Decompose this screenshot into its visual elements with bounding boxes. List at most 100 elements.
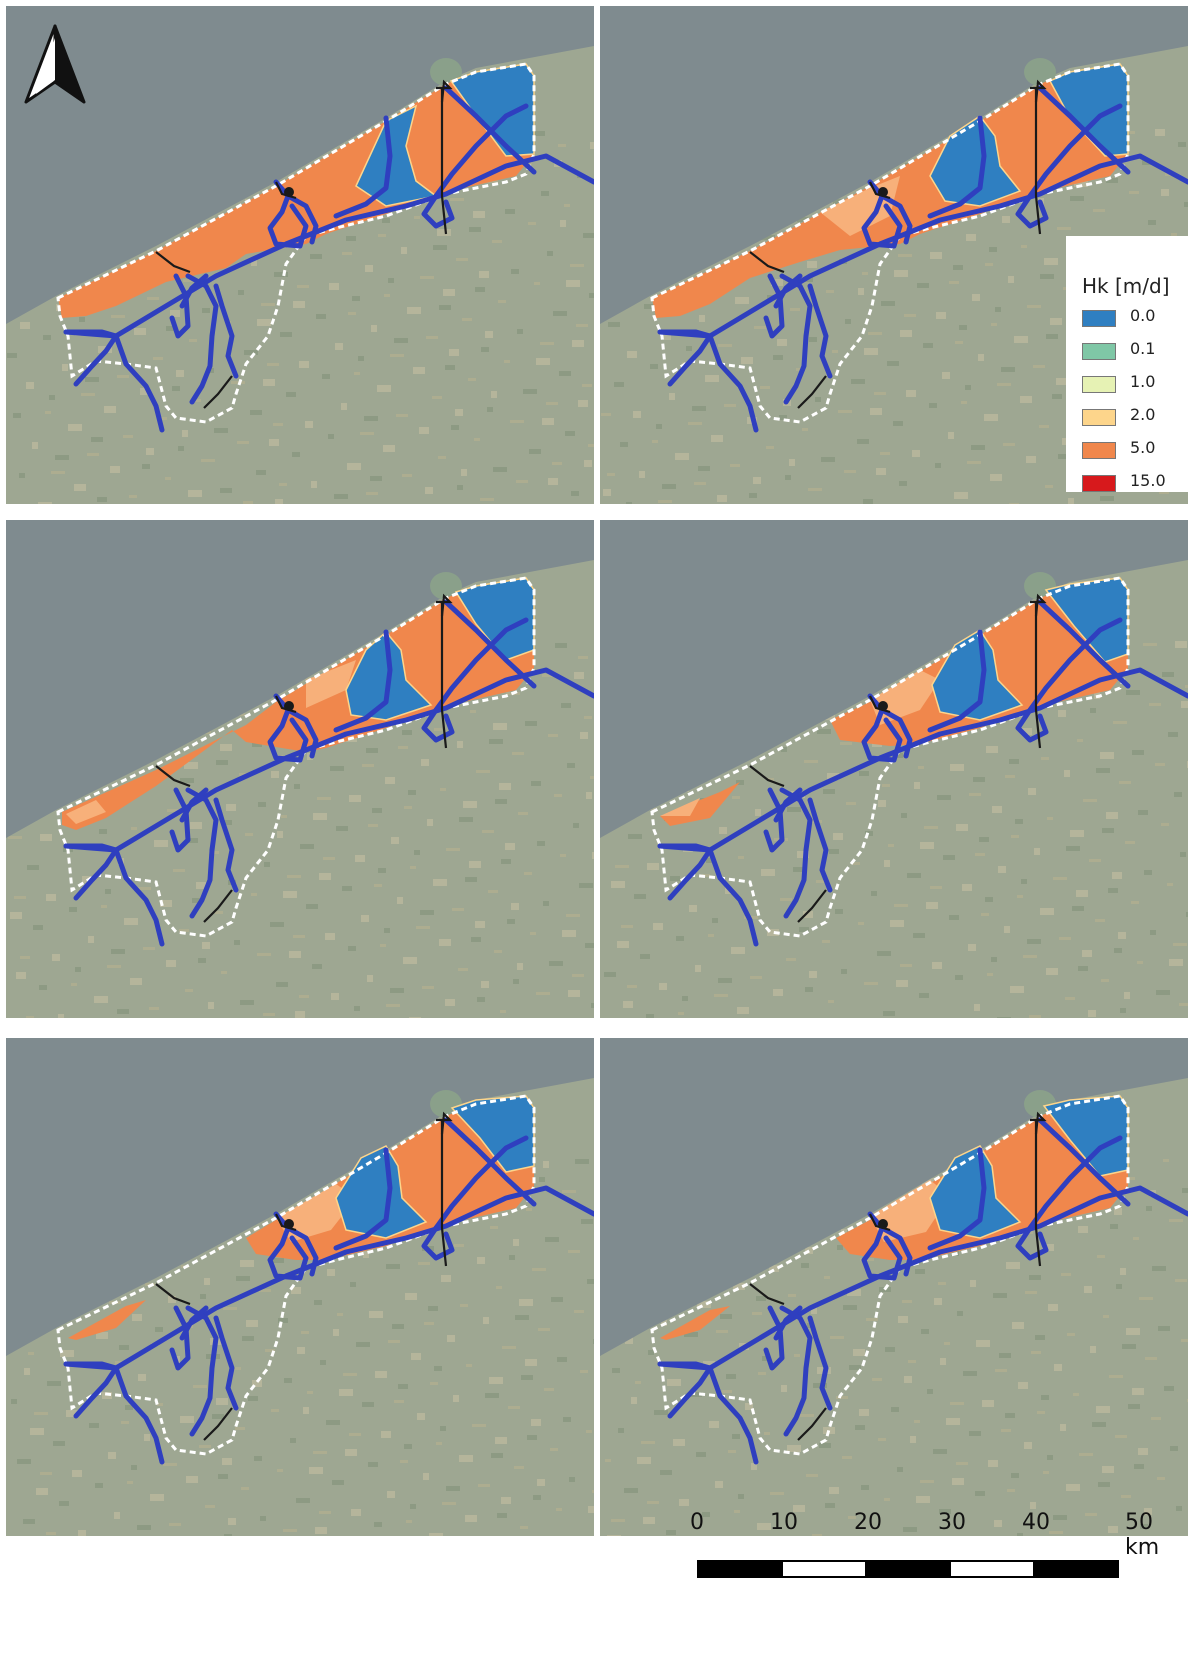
land-texture (858, 922, 864, 925)
land-texture (963, 1371, 977, 1376)
land-texture (950, 764, 964, 771)
land-texture (709, 1421, 719, 1428)
land-texture (414, 850, 420, 855)
land-texture (185, 989, 193, 992)
land-texture (1096, 768, 1110, 773)
land-texture (166, 326, 176, 331)
land-texture (1124, 992, 1130, 999)
land-texture (279, 483, 287, 486)
land-texture (432, 396, 442, 399)
land-texture (666, 1530, 676, 1535)
map-svg (600, 1038, 1188, 1536)
land-texture (362, 1402, 374, 1407)
land-texture (521, 1375, 533, 1380)
land-texture (1056, 378, 1066, 385)
river-line (1015, 193, 1049, 229)
harbour-marker (284, 1219, 294, 1229)
river-line (73, 333, 119, 387)
land-texture (640, 954, 650, 959)
land-texture (489, 1377, 503, 1384)
land-texture (458, 968, 468, 971)
land-texture (929, 403, 937, 408)
land-texture (574, 1310, 584, 1313)
land-texture (538, 1328, 550, 1331)
land-texture (866, 1318, 878, 1321)
land-texture (942, 372, 950, 379)
land-texture (1076, 890, 1088, 897)
land-texture (492, 240, 502, 243)
land-texture (819, 1443, 831, 1448)
river-line (879, 707, 913, 759)
land-texture (1070, 830, 1084, 837)
land-texture (1149, 703, 1161, 706)
land-texture (908, 1360, 916, 1363)
land-texture (995, 307, 1001, 312)
land-texture (123, 435, 133, 438)
land-texture (313, 1451, 327, 1454)
river-line (763, 1305, 785, 1371)
land-texture (702, 1512, 710, 1517)
land-texture (724, 404, 736, 407)
land-texture (124, 918, 138, 925)
land-texture (384, 928, 390, 933)
land-texture (259, 1289, 271, 1292)
land-texture (214, 428, 228, 433)
land-texture (531, 781, 541, 786)
land-texture (66, 1410, 78, 1417)
land-texture (494, 950, 502, 953)
land-texture (160, 900, 172, 907)
land-texture (58, 1014, 64, 1018)
land-texture (864, 348, 878, 355)
canal-line (797, 375, 827, 409)
land-texture (809, 337, 817, 342)
land-texture (688, 422, 702, 425)
land-texture (755, 809, 761, 816)
land-texture (273, 423, 283, 426)
land-texture (1066, 1484, 1080, 1491)
river-line (1015, 1225, 1049, 1261)
land-texture (884, 1498, 890, 1501)
land-texture (959, 325, 967, 330)
land-texture (658, 500, 672, 503)
hk-zone-0 (450, 1095, 535, 1173)
land-texture (417, 1413, 425, 1420)
land-texture (180, 1416, 194, 1423)
land-texture (692, 406, 706, 411)
land-texture (916, 1496, 930, 1503)
land-texture (226, 804, 236, 811)
land-texture (811, 1307, 817, 1314)
land-texture (117, 375, 129, 378)
land-texture (1161, 189, 1169, 196)
canal-line (749, 1283, 785, 1306)
land-texture (552, 462, 562, 465)
land-texture (222, 820, 232, 825)
land-texture (564, 204, 570, 207)
land-texture (914, 782, 920, 789)
river-line (179, 273, 209, 309)
land-texture (548, 478, 558, 485)
land-texture (272, 1258, 284, 1263)
map-panel-1 (6, 6, 594, 504)
land-texture (142, 464, 150, 469)
land-texture (1109, 1375, 1123, 1378)
land-texture (350, 1282, 356, 1287)
land-texture (801, 1263, 809, 1268)
land-texture (192, 898, 202, 903)
land-texture (289, 951, 301, 958)
land-texture (381, 1431, 391, 1438)
land-texture (585, 943, 594, 948)
land-texture (407, 307, 421, 314)
land-texture (388, 278, 394, 283)
land-texture (719, 827, 727, 834)
land-texture (434, 728, 442, 731)
land-texture (826, 290, 834, 293)
land-texture (420, 910, 434, 915)
land-texture (242, 1336, 254, 1341)
land-texture (1103, 1315, 1109, 1318)
land-texture (495, 799, 507, 804)
land-texture (157, 1403, 163, 1406)
land-texture (878, 1438, 886, 1441)
scale-segment (949, 1560, 1035, 1578)
land-texture (536, 358, 550, 365)
river-line (707, 1365, 759, 1465)
